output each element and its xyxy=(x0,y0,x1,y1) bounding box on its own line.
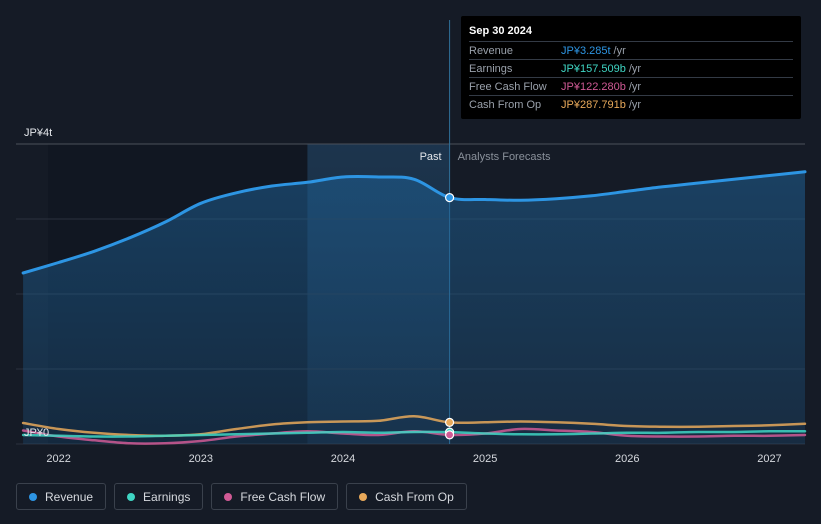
tooltip-unit: /yr xyxy=(628,98,642,111)
free-cash-flow-dot-icon xyxy=(224,492,233,501)
tooltip-row-cash-from-op: Cash From Op JP¥287.791b /yr xyxy=(469,95,793,113)
tooltip-value: JP¥157.509b xyxy=(561,62,626,75)
x-tick-label: 2025 xyxy=(473,453,497,465)
legend-label: Cash From Op xyxy=(375,489,454,504)
tooltip-label: Cash From Op xyxy=(469,98,542,111)
legend: Revenue Earnings Free Cash Flow Cash Fro… xyxy=(16,483,467,510)
x-tick-label: 2023 xyxy=(189,453,213,465)
y-label-top: JP¥4t xyxy=(24,127,52,139)
earnings-dot-icon xyxy=(127,492,136,501)
series-line-revenue xyxy=(21,170,807,275)
legend-label: Earnings xyxy=(143,489,191,504)
x-tick-label: 2024 xyxy=(331,453,355,465)
x-tick-label: 2026 xyxy=(615,453,639,465)
tooltip-date: Sep 30 2024 xyxy=(469,25,532,37)
tooltip-unit: /yr xyxy=(628,80,642,93)
legend-item-cash-from-op[interactable]: Cash From Op xyxy=(346,483,467,510)
legend-label: Revenue xyxy=(45,489,94,504)
revenue-area xyxy=(23,171,806,445)
legend-item-earnings[interactable]: Earnings xyxy=(114,483,204,510)
tooltip: Sep 30 2024 Revenue JP¥3.285t /yr Earnin… xyxy=(461,16,801,119)
past-label: Past xyxy=(420,151,442,163)
tooltip-row-free-cash-flow: Free Cash Flow JP¥122.280b /yr xyxy=(469,77,793,95)
marker-cash-from-op xyxy=(444,417,455,427)
revenue-dot-icon xyxy=(29,492,37,501)
forecast-label: Analysts Forecasts xyxy=(458,151,551,163)
tooltip-unit: /yr xyxy=(613,44,626,57)
tooltip-label: Earnings xyxy=(469,62,513,75)
marker-revenue xyxy=(444,193,455,203)
cash-from-op-dot-icon xyxy=(359,492,368,501)
legend-item-revenue[interactable]: Revenue xyxy=(16,483,107,510)
tooltip-value: JP¥3.285t xyxy=(561,44,611,57)
tooltip-value: JP¥122.280b xyxy=(561,80,626,93)
tooltip-row-earnings: Earnings JP¥157.509b /yr xyxy=(469,59,793,77)
x-tick-label: 2027 xyxy=(757,453,781,465)
legend-item-free-cash-flow[interactable]: Free Cash Flow xyxy=(211,483,339,510)
tooltip-label: Revenue xyxy=(469,44,514,57)
legend-label: Free Cash Flow xyxy=(240,489,326,504)
tooltip-value: JP¥287.791b xyxy=(561,98,626,111)
tooltip-label: Free Cash Flow xyxy=(469,80,547,93)
marker-free-cash-flow xyxy=(444,430,455,440)
y-label-bottom: JP¥0 xyxy=(24,427,49,439)
tooltip-unit: /yr xyxy=(628,62,642,75)
tooltip-row-revenue: Revenue JP¥3.285t /yr xyxy=(469,41,793,59)
x-tick-label: 2022 xyxy=(46,453,70,465)
series-line-earnings xyxy=(21,429,807,438)
